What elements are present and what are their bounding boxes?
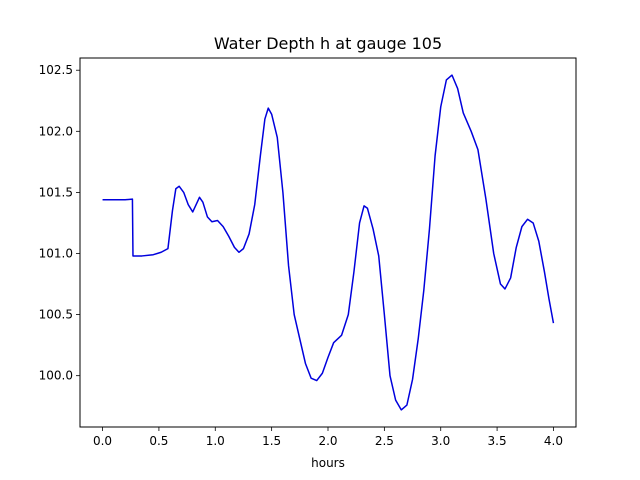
y-axis: 100.0 100.5 101.0 101.5 102.0 102.5 [39,63,80,383]
x-tick-label: 0.0 [93,434,112,448]
plot-frame [79,57,577,428]
x-tick-label: 1.5 [262,434,281,448]
x-tick-label: 3.5 [488,434,507,448]
x-tick-label: 2.0 [318,434,337,448]
chart-title: Water Depth h at gauge 105 [214,34,442,53]
series-line-0 [102,74,555,411]
x-tick-label: 1.0 [206,434,225,448]
y-tick-label: 101.5 [39,185,73,199]
x-tick-label: 0.5 [149,434,168,448]
y-tick-label: 102.5 [39,63,73,77]
y-tick-label: 100.5 [39,308,73,322]
x-axis: 0.0 0.5 1.0 1.5 2.0 2.5 3.0 3.5 4.0 [93,427,563,448]
series-layer [102,74,555,411]
x-tick-label: 3.0 [431,434,450,448]
y-tick-label: 101.0 [39,246,73,260]
x-tick-label: 4.0 [544,434,563,448]
y-tick-label: 102.0 [39,124,73,138]
x-axis-label: hours [311,456,345,470]
y-tick-label: 100.0 [39,369,73,383]
x-tick-label: 2.5 [375,434,394,448]
